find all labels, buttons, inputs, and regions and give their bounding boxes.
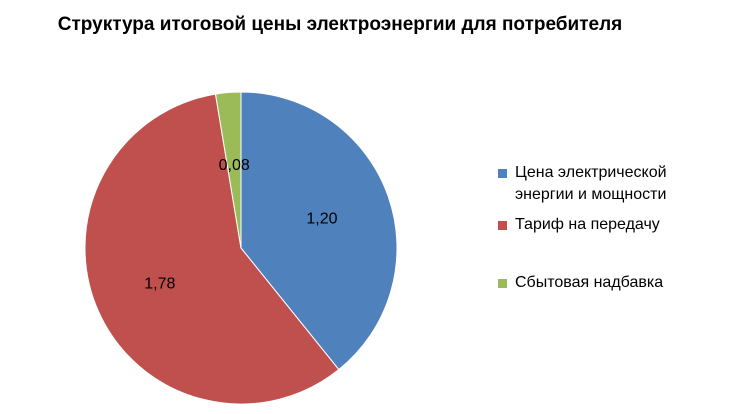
legend-label-electricity-price: Цена электрической энергии и мощности: [515, 164, 667, 203]
legend-item-transmission-tariff: Тариф на передачу: [498, 214, 723, 272]
pie-slice-sales-markup: [214, 91, 242, 249]
pie-slice-electricity-price: [240, 91, 398, 371]
data-label-electricity-price: 1,20: [306, 211, 337, 228]
data-label-sales-markup: 0,08: [219, 157, 250, 174]
legend-item-electricity-price: Цена электрической энергии и мощности: [498, 162, 723, 214]
legend-item-sales-markup: Сбытовая надбавка: [498, 272, 723, 294]
legend-swatch-electricity-price: [498, 169, 507, 178]
legend-label-transmission-tariff: Тариф на передачу: [515, 216, 660, 233]
data-label-transmission-tariff: 1,78: [144, 276, 175, 293]
legend-swatch-transmission-tariff: [498, 221, 507, 230]
legend-label-sales-markup: Сбытовая надбавка: [515, 274, 664, 291]
pie-slice-transmission-tariff: [84, 93, 340, 405]
chart-title: Структура итоговой цены электроэнергии д…: [57, 14, 623, 35]
legend-swatch-sales-markup: [498, 279, 507, 288]
legend: Цена электрической энергии и мощности Та…: [498, 162, 723, 294]
